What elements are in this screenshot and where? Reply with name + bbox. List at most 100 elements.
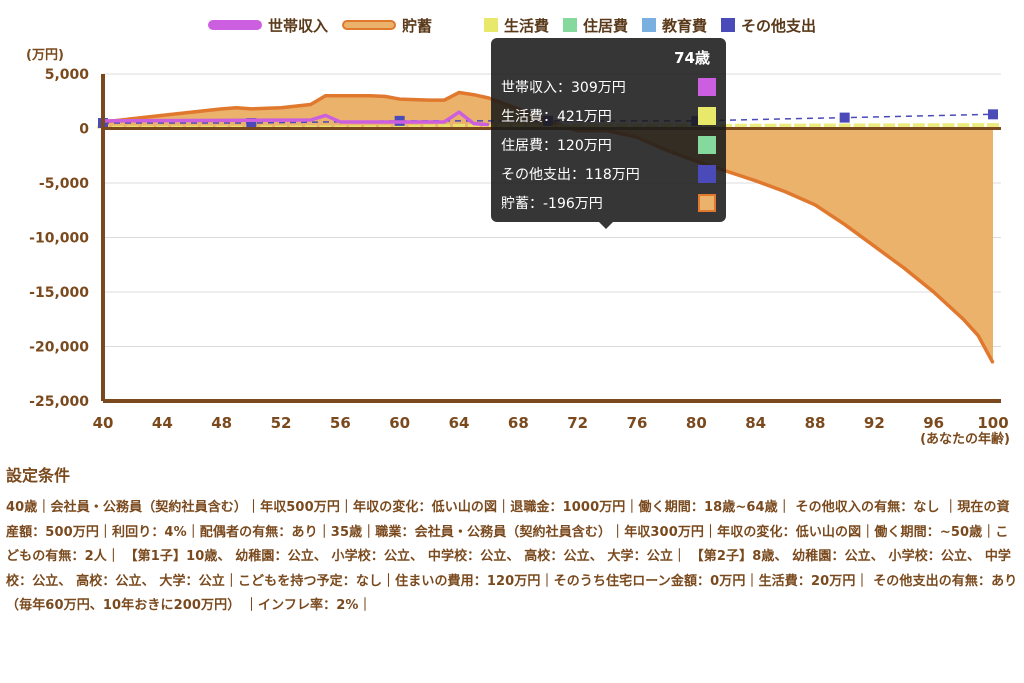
living-cost-bar xyxy=(927,123,940,129)
tooltip-row-savings: 貯蓄：-196万円 xyxy=(501,188,716,217)
x-tick-label: 76 xyxy=(627,414,648,432)
tooltip-swatch-housing-cost xyxy=(698,135,716,154)
income-point xyxy=(280,119,282,121)
life-plan-chart: 世帯収入 貯蓄 生活費 住居費 教育費 その他支出 (万円) 5,000 xyxy=(0,0,1024,455)
living-cost-bar xyxy=(912,123,925,129)
income-point xyxy=(250,119,253,122)
savings-point xyxy=(398,98,401,100)
legend-item-other-expense[interactable]: その他支出 xyxy=(721,15,816,36)
living-cost-bar xyxy=(734,123,747,129)
x-tick-label: 96 xyxy=(923,414,944,432)
y-tick-label: -15,000 xyxy=(29,285,89,301)
savings-point xyxy=(220,108,223,110)
living-cost-bar xyxy=(275,125,287,129)
income-point xyxy=(309,119,312,121)
savings-point xyxy=(384,95,386,98)
savings-point xyxy=(369,95,371,97)
savings-point xyxy=(992,362,994,364)
savings-point xyxy=(473,93,475,96)
income-point xyxy=(324,114,327,117)
savings-point xyxy=(458,91,460,94)
legend-label-other-expense: その他支出 xyxy=(741,16,817,35)
savings-point xyxy=(161,114,164,117)
savings-point xyxy=(784,190,787,193)
living-cost-bar xyxy=(942,123,955,129)
savings-point xyxy=(487,97,490,99)
living-cost-bar xyxy=(423,124,436,129)
legend-item-education-cost[interactable]: 教育費 xyxy=(642,15,707,36)
x-tick-label: 68 xyxy=(508,414,529,432)
x-tick-label: 72 xyxy=(567,414,588,432)
income-point xyxy=(339,121,342,123)
living-cost-bar xyxy=(467,123,480,129)
living-cost-bar xyxy=(482,123,495,129)
savings-swatch xyxy=(341,20,396,30)
x-tick-label: 80 xyxy=(686,414,707,432)
living-cost-bar xyxy=(794,123,807,129)
tooltip-label-housing-cost: 住居費：120万円 xyxy=(501,137,612,154)
income-point xyxy=(487,123,490,126)
living-cost-bar xyxy=(438,124,451,129)
living-cost-bar xyxy=(987,123,999,129)
savings-point xyxy=(324,95,327,97)
x-tick-label: 64 xyxy=(449,414,470,432)
living-cost-bar xyxy=(883,123,896,129)
living-cost-bar xyxy=(289,125,302,129)
other-expense-marker xyxy=(988,109,998,120)
income-point xyxy=(369,121,371,123)
tooltip-title: 74歳 xyxy=(674,49,710,67)
tooltip-label-income: 世帯収入：309万円 xyxy=(501,79,626,96)
income-line-layer xyxy=(102,110,490,127)
living-cost-bar xyxy=(349,125,362,129)
settings-title: 設定条件 xyxy=(6,466,71,485)
living-cost-bar xyxy=(838,123,851,129)
legend-item-housing-cost[interactable]: 住居費 xyxy=(563,15,628,36)
living-cost-swatch xyxy=(483,18,498,32)
living-cost-bar xyxy=(334,125,347,129)
tooltip-label-living-cost: 生活費：421万円 xyxy=(501,108,612,125)
x-tick-label: 52 xyxy=(271,414,292,432)
living-cost-bar xyxy=(779,123,792,129)
living-cost-bar xyxy=(809,123,821,129)
tooltip-swatch-income xyxy=(698,77,716,96)
x-tick-label: 48 xyxy=(211,414,232,432)
tooltip-swatch-other-expense xyxy=(698,164,716,183)
legend-item-savings[interactable]: 貯蓄 xyxy=(341,15,432,36)
x-tick-label: 88 xyxy=(805,414,826,432)
living-cost-bar xyxy=(319,125,332,129)
legend-label-housing-cost: 住居費 xyxy=(583,16,629,35)
x-tick-label: 44 xyxy=(152,414,173,432)
living-cost-bar xyxy=(853,123,866,129)
living-cost-bar xyxy=(764,123,777,129)
y-tick-label: -5,000 xyxy=(39,176,89,192)
legend-label-income: 世帯収入 xyxy=(267,16,328,35)
living-cost-bar xyxy=(749,123,762,129)
legend-label-savings: 貯蓄 xyxy=(401,16,432,35)
y-tick-label: -10,000 xyxy=(29,231,89,247)
income-point xyxy=(428,121,431,123)
living-cost-bar xyxy=(408,124,421,129)
savings-point xyxy=(977,334,979,337)
living-cost-bar xyxy=(364,125,376,129)
savings-point xyxy=(428,99,431,101)
housing-cost-swatch xyxy=(563,18,577,32)
x-tick-labels: 40 44 48 52 56 60 64 68 72 76 80 84 88 92 96 100 xyxy=(93,414,1009,432)
education-cost-swatch xyxy=(642,18,657,32)
savings-point xyxy=(443,99,445,101)
living-cost-bar xyxy=(823,123,836,129)
savings-area xyxy=(103,92,993,363)
income-point xyxy=(458,111,460,113)
y-tick-label: -25,000 xyxy=(29,394,89,410)
legend-item-living-cost[interactable]: 生活費 xyxy=(483,15,549,36)
y-axis-unit-label: (万円) xyxy=(26,48,64,63)
legend-label-education-cost: 教育費 xyxy=(662,16,708,35)
legend-item-income[interactable]: 世帯収入 xyxy=(207,15,328,36)
data-tooltip: 74歳 世帯収入：309万円 生活費：421万円 住居費：120万円 その他支出… xyxy=(491,38,726,229)
other-expense-marker xyxy=(839,112,850,123)
other-expense-marker xyxy=(246,118,257,129)
living-cost-bar xyxy=(378,125,391,129)
living-cost-bar xyxy=(720,123,732,129)
plot-area[interactable]: 5,000 0 -5,000 -10,000 -15,000 -20,000 -25,000… xyxy=(0,0,1024,455)
savings-point xyxy=(280,106,282,109)
y-tick-label: 5,000 xyxy=(45,67,90,83)
